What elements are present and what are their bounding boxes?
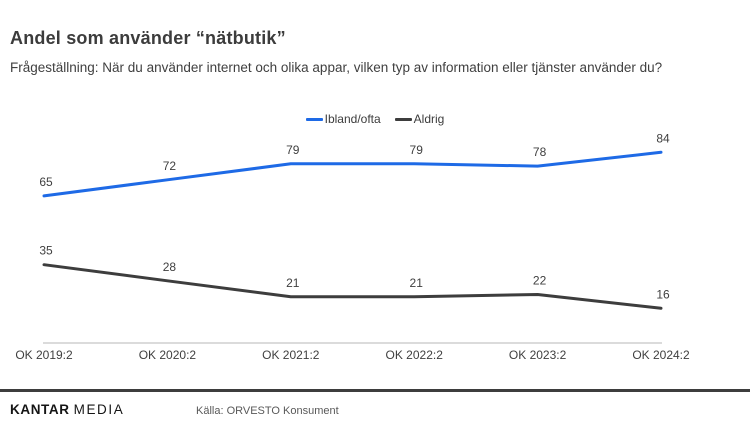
x-axis-tick-label: OK 2019:2	[15, 348, 73, 362]
x-axis-tick-label: OK 2020:2	[139, 348, 197, 362]
x-axis-tick-label: OK 2021:2	[262, 348, 320, 362]
logo-media: MEDIA	[73, 402, 125, 417]
legend-label: Ibland/ofta	[324, 112, 381, 126]
data-label: 65	[39, 175, 53, 189]
legend-label: Aldrig	[413, 112, 445, 126]
logo-kantar: KANTAR	[10, 402, 70, 417]
data-label: 78	[533, 145, 547, 159]
page-title: Andel som använder “nätbutik”	[10, 28, 286, 48]
page-subtitle: Frågeställning: När du använder internet…	[10, 60, 663, 75]
legend-dash-icon	[305, 117, 323, 121]
series-line-aldrig	[42, 263, 663, 310]
data-label: 28	[163, 260, 177, 274]
kantar-media-logo: KANTAR MEDIA	[10, 402, 124, 417]
data-label: 35	[39, 244, 53, 258]
legend-item-ibland-ofta: Ibland/ofta	[305, 112, 381, 126]
data-label: 79	[410, 143, 424, 157]
data-label: 72	[163, 159, 177, 173]
footer-divider	[0, 389, 750, 392]
x-axis-tick-label: OK 2024:2	[632, 348, 690, 362]
data-label: 16	[656, 287, 670, 301]
x-axis-tick-label: OK 2023:2	[509, 348, 567, 362]
series-line-ibland-ofta	[42, 150, 663, 198]
data-label: 84	[656, 131, 670, 145]
data-label: 79	[286, 143, 300, 157]
chart-legend: Ibland/ofta Aldrig	[0, 112, 750, 126]
data-label: 21	[286, 276, 300, 290]
line-chart: OK 2019:2 OK 2020:2 OK 2021:2 OK 2022:2 OK 2…	[15, 131, 690, 362]
legend-dash-icon	[394, 117, 412, 121]
data-label: 21	[410, 276, 424, 290]
legend-item-aldrig: Aldrig	[394, 112, 445, 126]
data-label: 22	[533, 274, 547, 288]
source-note: Källa: ORVESTO Konsument	[196, 405, 339, 417]
x-axis-tick-label: OK 2022:2	[386, 348, 444, 362]
